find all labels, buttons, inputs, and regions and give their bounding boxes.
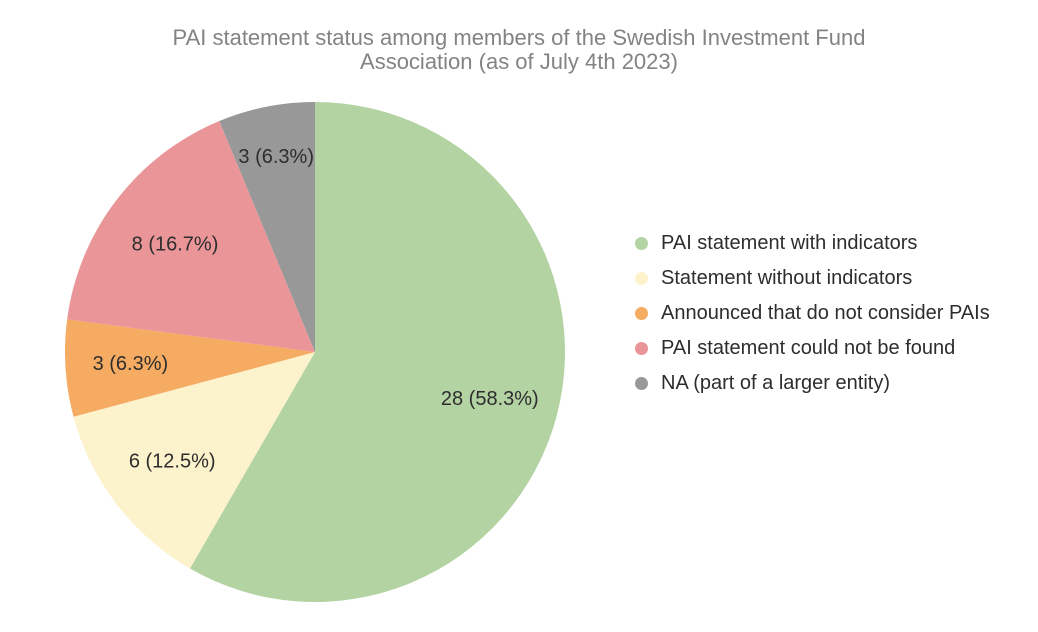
legend-item-2[interactable]: Announced that do not consider PAIs [635,296,990,331]
legend-dot-icon [635,377,648,390]
slice-label-1: 6 (12.5%) [129,451,216,473]
pie-slice-0[interactable] [190,102,565,602]
legend-label: NA (part of a larger entity) [661,372,890,394]
legend-dot-icon [635,237,648,250]
legend-item-0[interactable]: PAI statement with indicators [635,226,990,261]
legend-dot-icon [635,307,648,320]
legend-dot-icon [635,342,648,355]
pie-slice-3[interactable] [67,121,315,352]
pie-slice-2[interactable] [65,319,315,417]
legend-dot-icon [635,272,648,285]
chart-title-line2: Association (as of July 4th 2023) [360,49,678,74]
legend-item-3[interactable]: PAI statement could not be found [635,331,990,366]
slice-label-2: 3 (6.3%) [93,353,169,375]
slice-label-0: 28 (58.3%) [441,388,539,410]
legend: PAI statement with indicators Statement w… [635,226,990,401]
pie-slice-1[interactable] [73,352,316,569]
legend-label: PAI statement could not be found [661,337,956,359]
pie-slice-4[interactable] [219,102,315,352]
slice-label-3: 8 (16.7%) [132,234,219,256]
legend-label: Announced that do not consider PAIs [661,302,990,324]
legend-item-4[interactable]: NA (part of a larger entity) [635,366,990,401]
legend-label: PAI statement with indicators [661,232,918,254]
chart-title: PAI statement status among members of th… [0,26,1038,74]
slice-label-4: 3 (6.3%) [238,146,314,168]
legend-label: Statement without indicators [661,267,913,289]
legend-item-1[interactable]: Statement without indicators [635,261,990,296]
chart-title-line1: PAI statement status among members of th… [172,25,866,50]
